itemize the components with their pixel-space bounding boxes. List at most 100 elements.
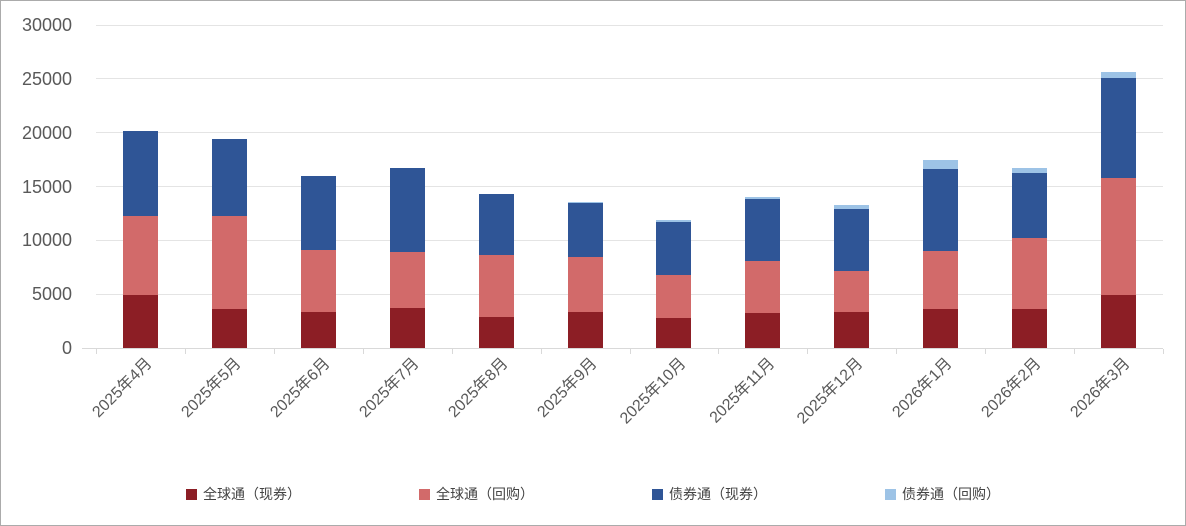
x-axis-tick — [362, 349, 364, 354]
bar-group — [923, 160, 959, 348]
legend-item-global-connect-repo: 全球通（回购） — [419, 484, 534, 504]
bar-segment-bond-connect-cash — [923, 168, 959, 251]
bar-segment-global-connect-cash — [1101, 294, 1137, 348]
bar-segment-bond-connect-cash — [1012, 172, 1048, 239]
gridline-30000 — [96, 24, 1163, 26]
legend-item-bond-connect-cash: 债券通（现券） — [652, 484, 767, 504]
y-axis-label: 30000 — [21, 15, 72, 35]
bar-segment-bond-connect-repo — [745, 196, 781, 199]
bar-segment-bond-connect-cash — [745, 198, 781, 262]
bar-segment-bond-connect-cash — [211, 139, 247, 217]
bar-group — [1101, 72, 1137, 348]
x-axis-tick — [985, 349, 987, 354]
x-axis-line — [82, 348, 1163, 349]
bar-segment-bond-connect-cash — [567, 202, 603, 258]
bar-group — [656, 220, 692, 348]
y-axis-label: 15000 — [21, 176, 72, 197]
bar-segment-global-connect-cash — [211, 308, 247, 348]
bar-segment-global-connect-repo — [1101, 177, 1137, 295]
bar-segment-global-connect-repo — [1012, 238, 1048, 309]
bar-segment-bond-connect-repo — [1101, 72, 1137, 79]
bar-segment-bond-connect-cash — [834, 208, 870, 272]
gridline-15000 — [96, 186, 1163, 187]
x-axis-label: 2026年2月 — [978, 355, 1045, 422]
legend: 全球通（现券） 全球通（回购） 债券通（现券） 债券通（回购） — [1, 477, 1185, 511]
bar-group — [122, 131, 158, 348]
y-axis-label: 20000 — [21, 122, 72, 143]
x-axis-tick — [896, 349, 898, 354]
y-axis-label: 5000 — [31, 284, 72, 305]
x-axis-label: 2025年10月 — [616, 355, 689, 428]
bar-segment-global-connect-repo — [211, 216, 247, 309]
gridline-10000 — [96, 239, 1163, 241]
legend-item-global-connect-cash: 全球通（现券） — [186, 484, 301, 504]
bar-segment-global-connect-repo — [478, 254, 514, 317]
bar-segment-global-connect-cash — [389, 308, 425, 348]
bar-segment-bond-connect-cash — [1101, 78, 1137, 178]
bar-group — [478, 193, 514, 348]
bar-segment-bond-connect-cash — [389, 168, 425, 253]
legend-label: 债券通（现券） — [669, 486, 767, 502]
bar-segment-bond-connect-cash — [478, 193, 514, 255]
legend-item-bond-connect-repo: 债券通（回购） — [885, 484, 1000, 504]
bar-group — [1012, 168, 1048, 348]
bar-segment-bond-connect-repo — [1012, 168, 1048, 173]
x-axis-tick — [273, 349, 275, 354]
legend-label: 全球通（回购） — [436, 486, 534, 502]
x-axis-label: 2025年8月 — [445, 355, 512, 422]
bar-segment-bond-connect-repo — [656, 220, 692, 222]
legend-swatch-global-connect-repo-icon — [419, 488, 430, 500]
bar-group — [567, 201, 603, 348]
bar-segment-global-connect-cash — [478, 316, 514, 348]
bar-segment-bond-connect-cash — [300, 176, 336, 251]
bar-segment-global-connect-cash — [834, 311, 870, 348]
x-axis-tick — [629, 349, 631, 354]
legend-label: 债券通（回购） — [902, 486, 1000, 502]
bar-segment-global-connect-repo — [567, 257, 603, 313]
y-axis-label: 0 — [61, 338, 72, 358]
bar-group — [389, 168, 425, 348]
x-axis-label: 2025年12月 — [794, 355, 867, 428]
bar-segment-bond-connect-cash — [122, 131, 158, 216]
bar-segment-bond-connect-repo — [834, 205, 870, 209]
bar-group — [745, 196, 781, 348]
bar-segment-global-connect-cash — [567, 312, 603, 348]
x-axis-tick — [718, 349, 720, 354]
bar-segment-global-connect-cash — [923, 309, 959, 348]
bar-segment-global-connect-cash — [300, 312, 336, 348]
x-axis-label: 2025年7月 — [356, 355, 423, 422]
x-axis-tick — [184, 349, 186, 354]
x-axis-tick — [807, 349, 809, 354]
x-axis-label: 2025年9月 — [533, 355, 601, 422]
bar-segment-global-connect-repo — [923, 250, 959, 310]
bar-segment-bond-connect-cash — [656, 221, 692, 275]
bar-group — [300, 176, 336, 348]
legend-label: 全球通（现券） — [203, 486, 301, 502]
bar-segment-global-connect-cash — [122, 295, 158, 348]
x-axis-label: 2025年4月 — [89, 355, 156, 422]
x-axis-label: 2026年3月 — [1067, 355, 1134, 422]
gridline-20000 — [96, 132, 1163, 134]
x-axis-tick — [540, 349, 542, 354]
bar-segment-global-connect-repo — [745, 261, 781, 314]
bar-segment-global-connect-cash — [1012, 308, 1048, 348]
plot-area — [96, 24, 1163, 348]
y-axis-label: 10000 — [21, 230, 72, 251]
legend-swatch-global-connect-cash-icon — [186, 488, 197, 500]
x-axis-label: 2026年1月 — [889, 355, 956, 422]
legend-swatch-bond-connect-cash-icon — [652, 488, 663, 500]
bar-segment-bond-connect-repo — [567, 201, 603, 203]
legend-swatch-bond-connect-repo-icon — [885, 488, 896, 500]
bar-segment-global-connect-repo — [300, 250, 336, 313]
bar-group — [834, 205, 870, 348]
x-axis-tick — [451, 349, 453, 354]
gridline-5000 — [96, 293, 1163, 295]
x-axis-tick — [96, 349, 97, 354]
x-axis-tick — [1074, 349, 1076, 354]
x-axis-label: 2025年5月 — [178, 355, 245, 422]
bar-segment-bond-connect-repo — [923, 160, 959, 169]
bar-group — [211, 139, 247, 348]
bar-segment-global-connect-repo — [834, 271, 870, 312]
x-axis-label: 2025年6月 — [267, 355, 334, 422]
